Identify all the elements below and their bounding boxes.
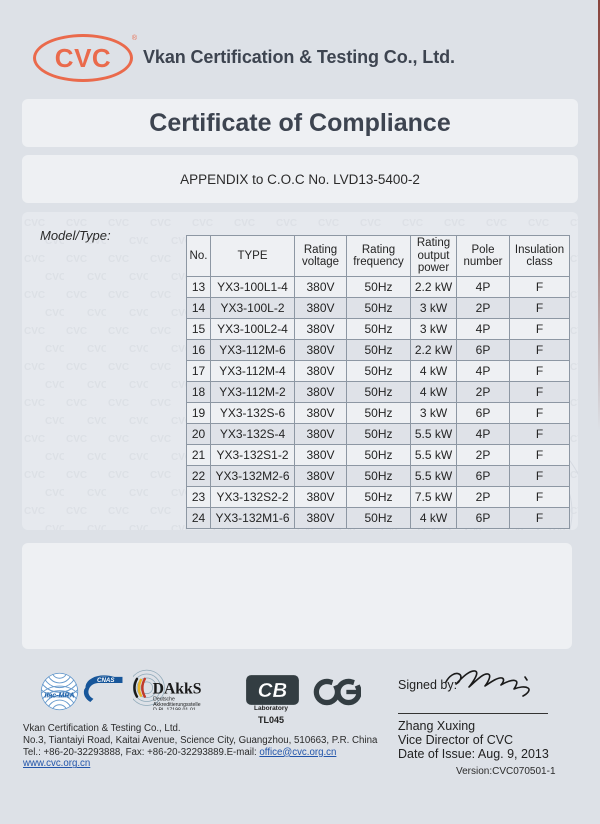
svg-text:D-PL-17198-01-01: D-PL-17198-01-01 xyxy=(153,707,196,710)
svg-text:CNAS: CNAS xyxy=(97,677,115,684)
svg-text:ilac-MRA: ilac-MRA xyxy=(45,693,75,700)
svg-text:DAkkS: DAkkS xyxy=(153,681,202,698)
svg-text:CB: CB xyxy=(258,680,287,702)
